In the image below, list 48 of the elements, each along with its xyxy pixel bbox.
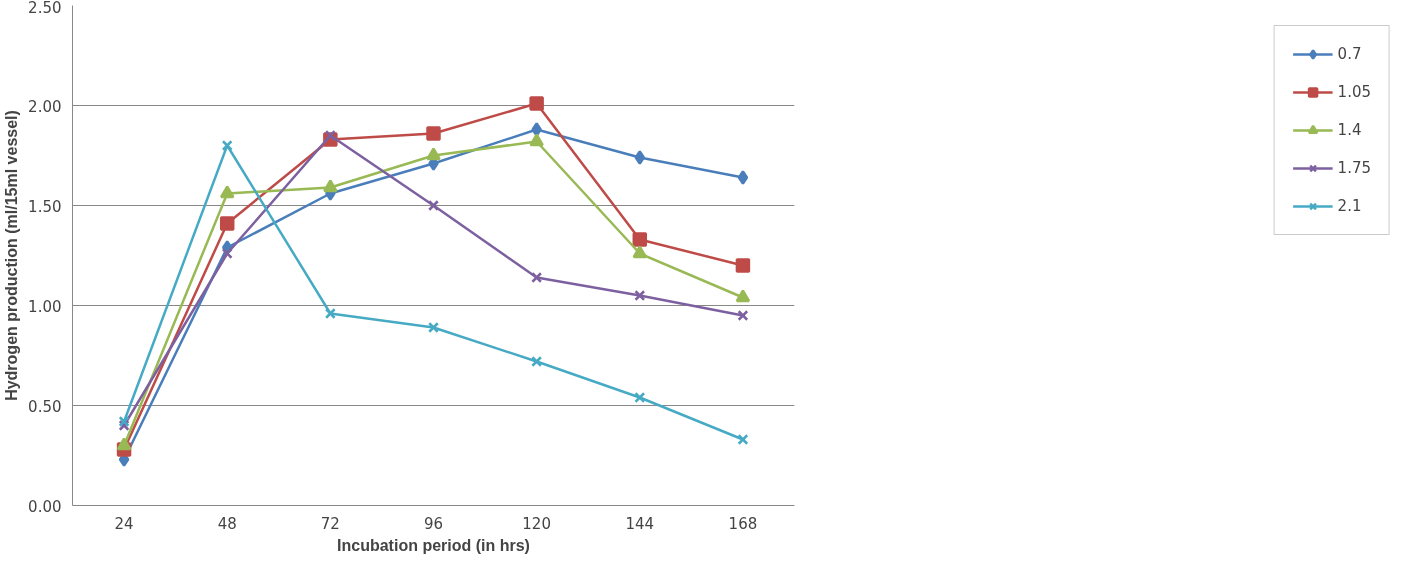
point: [531, 356, 543, 367]
point: [632, 245, 648, 259]
point: [219, 185, 235, 199]
point: [426, 126, 441, 141]
point: [529, 96, 544, 111]
point: [634, 392, 646, 403]
legend-label: 1.75: [1337, 159, 1371, 177]
x-tick-label: 120: [522, 514, 551, 533]
point: [221, 248, 233, 259]
point: [529, 133, 544, 147]
x-tick-label: 48: [217, 514, 237, 533]
legend-label: 1.4: [1337, 121, 1362, 139]
y-axis-title: Hydrogen production (ml/15ml vessel): [3, 110, 21, 401]
x-tick-label: 168: [728, 514, 758, 533]
x-tick-label: 144: [625, 514, 655, 533]
point: [634, 290, 646, 301]
point: [426, 147, 441, 161]
legend-label: 0.7: [1337, 45, 1362, 63]
y-tick-label: 0.50: [28, 397, 62, 416]
y-tick-label: 1.00: [28, 297, 62, 316]
y-tick-label: 2.00: [28, 97, 62, 116]
point: [324, 308, 336, 319]
x-tick-label: 72: [320, 514, 340, 533]
point: [219, 216, 235, 231]
point: [735, 258, 751, 273]
point: [221, 140, 233, 151]
point: [632, 232, 648, 247]
point: [118, 416, 130, 427]
point: [323, 179, 338, 193]
x-tick-label: 24: [114, 514, 134, 533]
point: [735, 289, 751, 303]
point: [116, 437, 132, 451]
point: [531, 272, 543, 283]
y-tick-label: 0.00: [28, 497, 62, 516]
legend-label: 2.1: [1337, 197, 1362, 215]
x-tick-label: 96: [423, 514, 444, 533]
point: [428, 200, 439, 211]
point: [428, 322, 439, 333]
point: [634, 150, 646, 165]
legend-label: 1.05: [1337, 83, 1371, 101]
point: [737, 434, 749, 445]
point: [737, 310, 749, 321]
y-tick-label: 1.50: [28, 197, 62, 216]
point: [324, 130, 336, 141]
y-tick-label: 2.50: [28, 0, 62, 17]
point: [737, 170, 749, 185]
point: [531, 122, 542, 137]
x-axis-title: Incubation period (in hrs): [337, 536, 530, 554]
